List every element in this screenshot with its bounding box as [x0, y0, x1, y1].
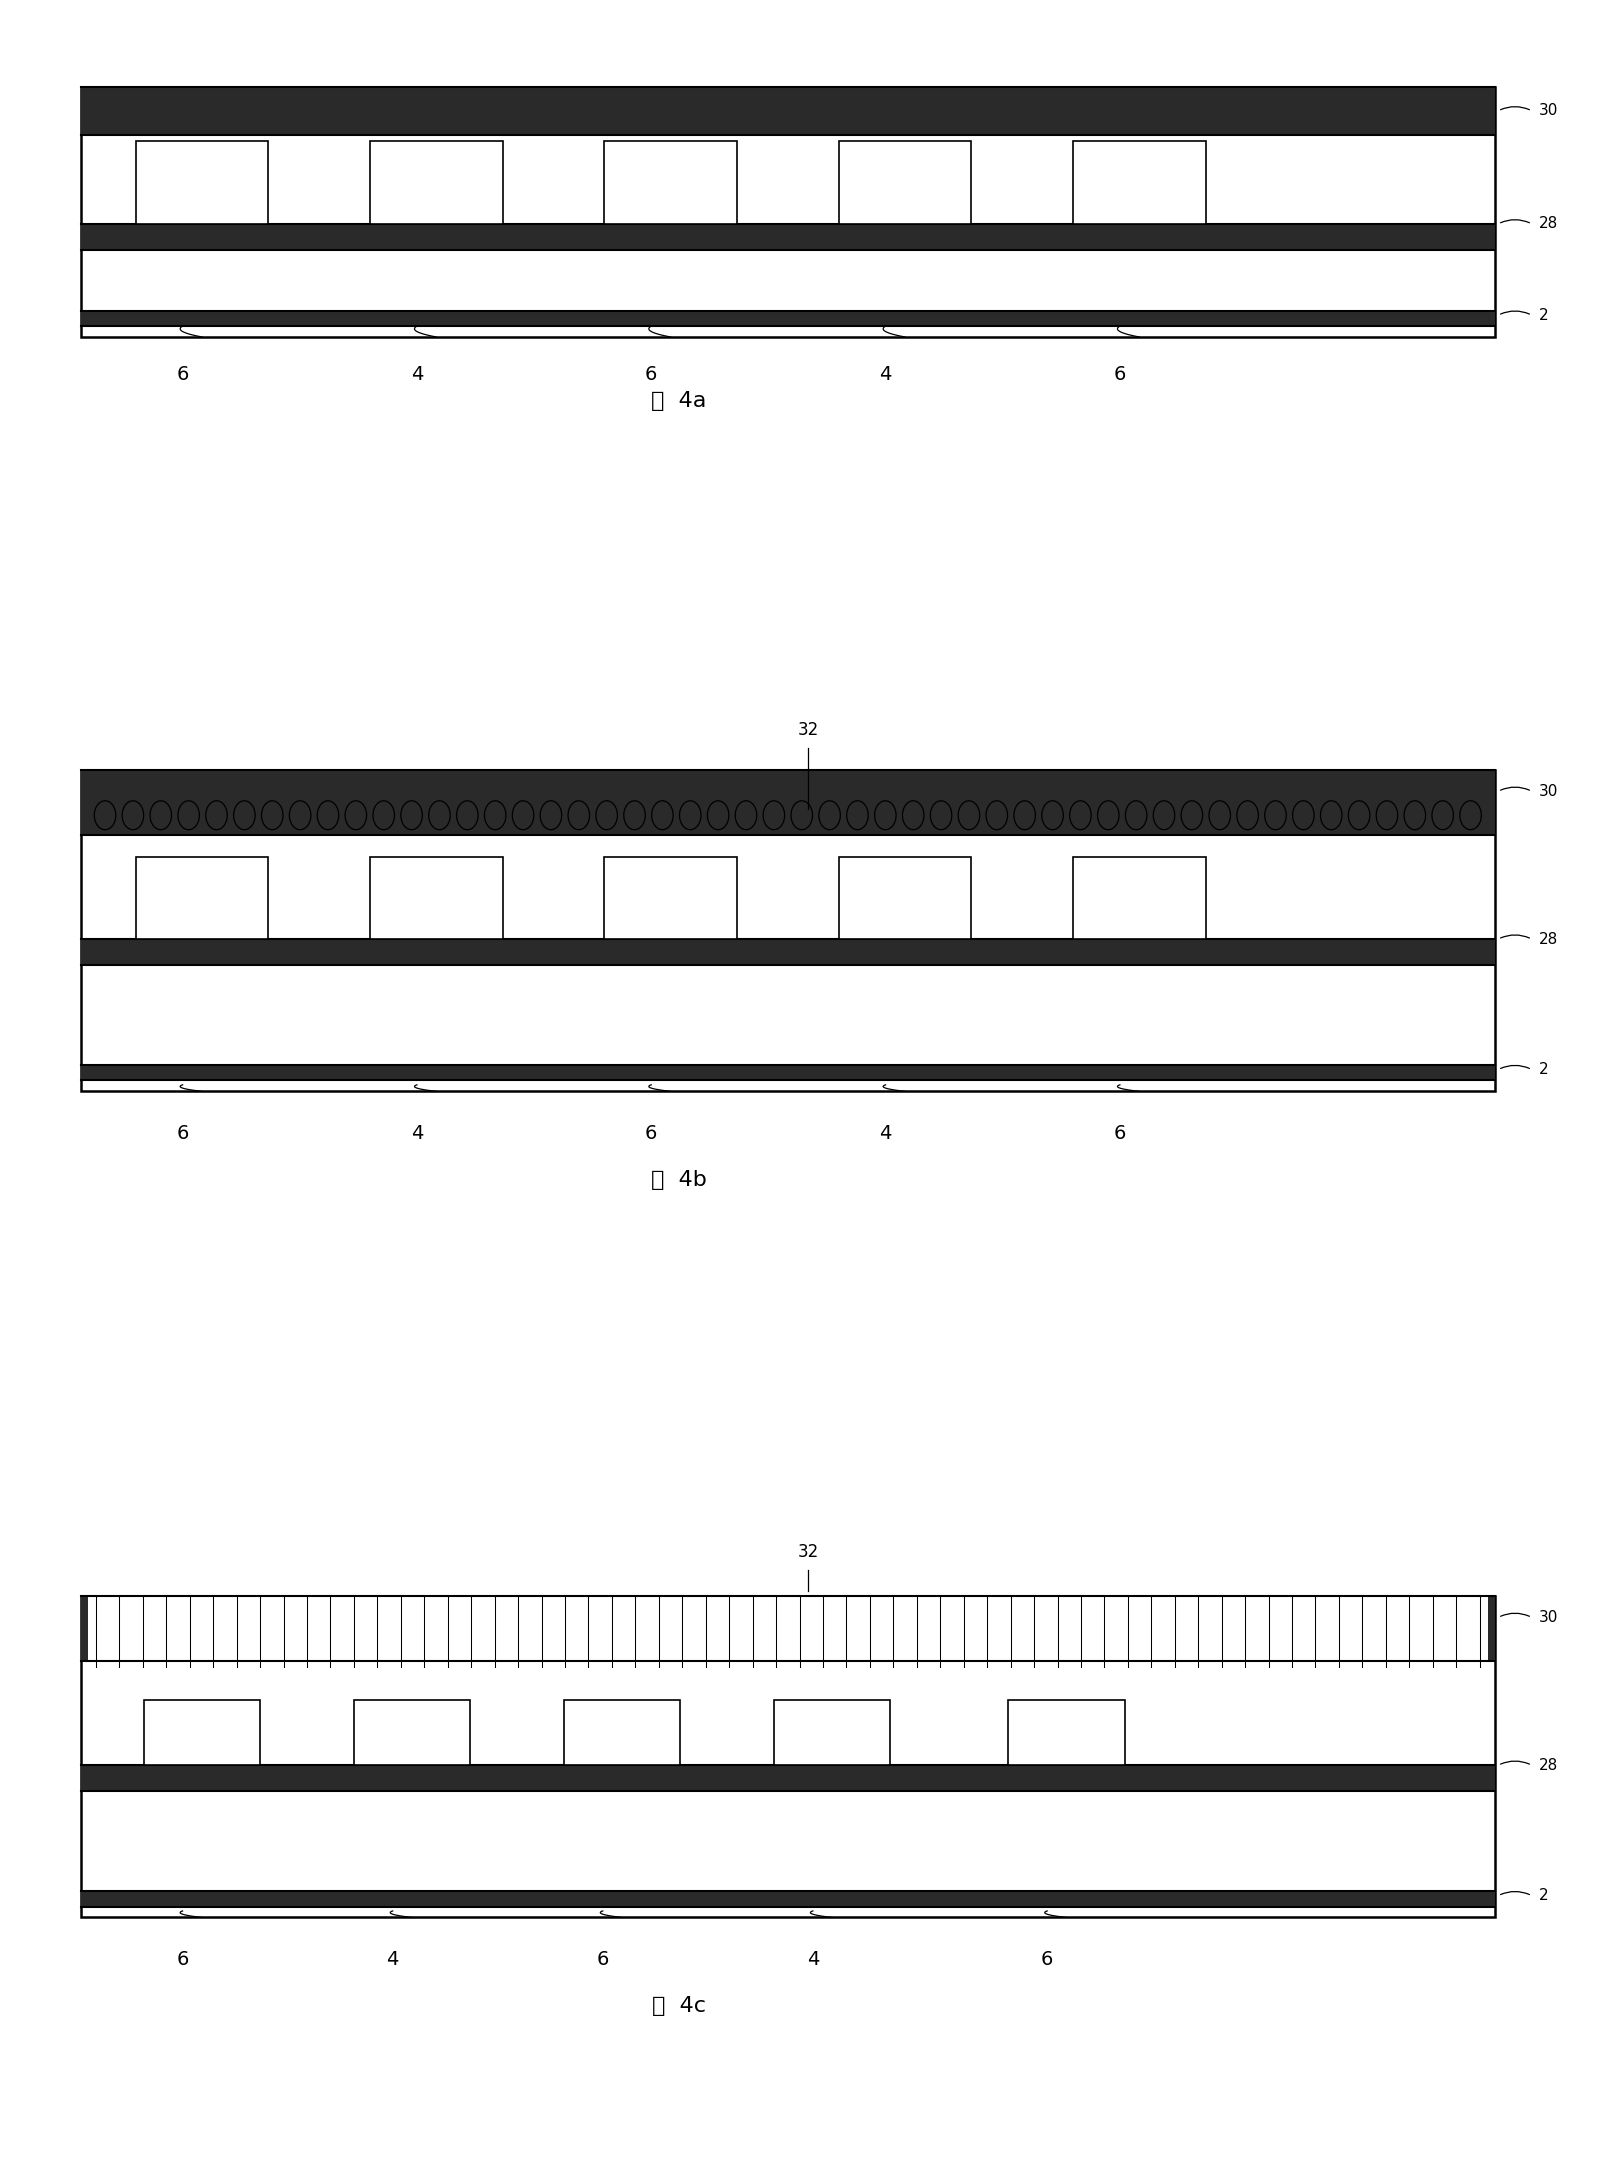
- Bar: [354, 1700, 470, 1765]
- Text: 4: 4: [879, 365, 892, 385]
- Bar: [136, 141, 268, 224]
- Text: 图  4b: 图 4b: [651, 1170, 706, 1189]
- Text: 6: 6: [645, 1124, 658, 1144]
- Text: 6: 6: [645, 365, 658, 385]
- Text: 4: 4: [410, 1124, 423, 1144]
- Bar: [604, 141, 737, 224]
- Text: 28: 28: [1538, 933, 1558, 946]
- Bar: [81, 1891, 1495, 1907]
- Bar: [81, 1765, 1495, 1791]
- Bar: [1073, 141, 1206, 224]
- Bar: [839, 857, 971, 939]
- Bar: [370, 141, 503, 224]
- Text: 6: 6: [1113, 1124, 1126, 1144]
- Text: 6: 6: [1041, 1950, 1054, 1970]
- Bar: [81, 770, 1495, 1091]
- Bar: [81, 770, 1495, 835]
- Text: 4: 4: [410, 365, 423, 385]
- Bar: [144, 1700, 260, 1765]
- Text: 4: 4: [879, 1124, 892, 1144]
- Text: 图  4c: 图 4c: [651, 1996, 706, 2015]
- Text: 28: 28: [1538, 217, 1558, 230]
- Bar: [774, 1700, 890, 1765]
- Bar: [81, 224, 1495, 250]
- Text: 4: 4: [386, 1950, 399, 1970]
- Text: 4: 4: [806, 1950, 819, 1970]
- Text: 30: 30: [1538, 104, 1558, 117]
- Text: 32: 32: [797, 722, 819, 739]
- Bar: [604, 857, 737, 939]
- Bar: [136, 857, 268, 939]
- Text: 2: 2: [1538, 309, 1548, 322]
- Bar: [81, 1065, 1495, 1080]
- Text: 6: 6: [1113, 365, 1126, 385]
- Bar: [81, 1596, 1495, 1661]
- Bar: [81, 87, 1495, 135]
- Bar: [81, 87, 1495, 337]
- Text: 32: 32: [797, 1544, 819, 1561]
- Text: 6: 6: [176, 1124, 189, 1144]
- Bar: [1073, 857, 1206, 939]
- Bar: [370, 857, 503, 939]
- Bar: [81, 311, 1495, 326]
- Bar: [564, 1700, 680, 1765]
- Text: 2: 2: [1538, 1889, 1548, 1902]
- Text: 6: 6: [176, 1950, 189, 1970]
- Text: 图  4a: 图 4a: [651, 391, 706, 411]
- Bar: [839, 141, 971, 224]
- Text: 6: 6: [176, 365, 189, 385]
- Bar: [81, 1596, 1495, 1917]
- Text: 30: 30: [1538, 1611, 1558, 1624]
- Text: 6: 6: [596, 1950, 609, 1970]
- Text: 2: 2: [1538, 1063, 1548, 1076]
- Bar: [81, 939, 1495, 965]
- Text: 30: 30: [1538, 785, 1558, 798]
- Bar: [1008, 1700, 1125, 1765]
- Bar: [87, 1596, 1488, 1667]
- Text: 28: 28: [1538, 1759, 1558, 1772]
